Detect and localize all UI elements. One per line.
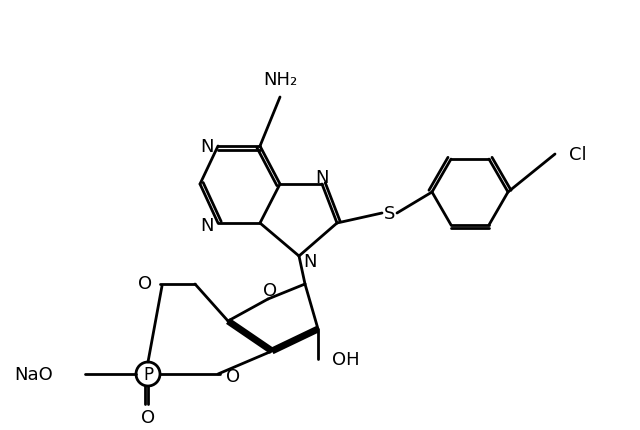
- Text: O: O: [141, 408, 155, 426]
- Text: OH: OH: [332, 350, 360, 368]
- Text: NH₂: NH₂: [263, 71, 297, 89]
- Text: O: O: [263, 281, 277, 299]
- Text: N: N: [303, 252, 317, 270]
- Text: S: S: [384, 205, 396, 222]
- Text: O: O: [138, 274, 152, 292]
- Text: Cl: Cl: [569, 146, 587, 164]
- Text: P: P: [143, 365, 153, 383]
- Text: N: N: [200, 216, 214, 234]
- Text: N: N: [200, 138, 214, 156]
- Text: O: O: [226, 367, 240, 385]
- Text: N: N: [316, 169, 329, 187]
- Text: NaO: NaO: [14, 365, 53, 383]
